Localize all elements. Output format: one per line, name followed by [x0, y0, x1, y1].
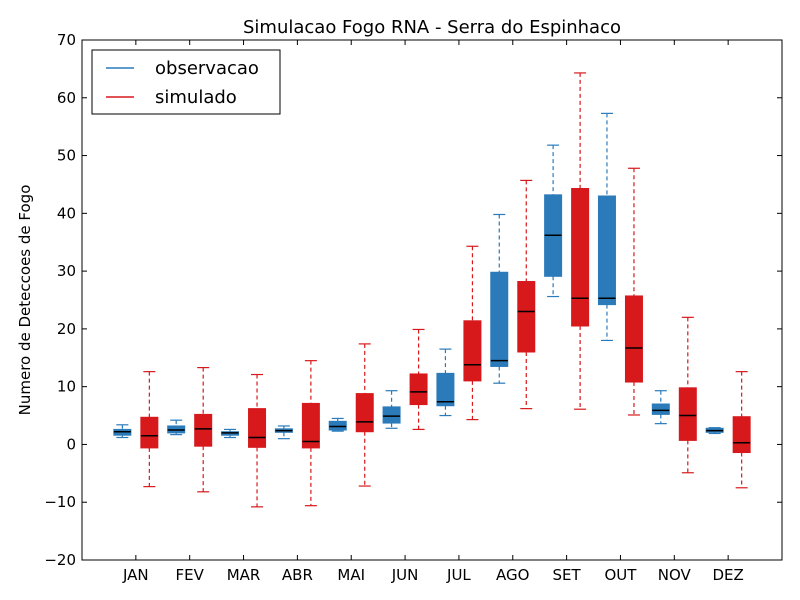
legend: observacao simulado [91, 49, 281, 115]
plot-frame [81, 39, 783, 561]
box-simulado-ago [517, 179, 536, 410]
x-tick-label: MAI [337, 566, 365, 584]
box-body [194, 413, 213, 447]
y-tick-label: −10 [44, 493, 76, 511]
x-tick-label: OUT [604, 566, 637, 584]
box-simulado-jun [409, 328, 428, 431]
box-observacao-nov [651, 390, 670, 425]
box-simulado-abr [301, 360, 320, 507]
box-body [382, 406, 401, 424]
box-simulado-mai [355, 343, 374, 487]
x-tick-label: DEZ [712, 566, 743, 584]
box-simulado-mar [248, 373, 267, 508]
y-tick-label: 50 [57, 147, 76, 165]
box-observacao-out [597, 112, 616, 342]
x-tick-label: JUN [391, 566, 419, 584]
y-tick-label: 40 [57, 204, 76, 222]
y-tick-label: −20 [44, 551, 76, 569]
chart-title: Simulacao Fogo RNA - Serra do Espinhaco [243, 17, 621, 38]
y-tick-label: 20 [57, 320, 76, 338]
x-tick-label: JUL [446, 566, 471, 584]
x-tick-label: FEV [176, 566, 205, 584]
box-body [248, 408, 267, 448]
box-observacao-set [544, 144, 563, 298]
x-tick-label: SET [553, 566, 582, 584]
x-tick-label: JAN [122, 566, 149, 584]
box-body [624, 295, 643, 383]
y-tick-label: 60 [57, 89, 76, 107]
x-tick-label: NOV [658, 566, 692, 584]
box-body [732, 416, 751, 454]
box-body [651, 403, 670, 415]
plot-area [82, 39, 782, 561]
box-body [678, 387, 697, 441]
y-tick-label: 30 [57, 262, 76, 280]
box-observacao-mai [328, 417, 347, 432]
y-axis-label: Numero de Deteccoes de Fogo [16, 185, 34, 416]
box-body [436, 372, 455, 407]
box-simulado-out [624, 167, 643, 416]
box-body [597, 195, 616, 306]
box-observacao-abr [274, 425, 293, 440]
legend-label-observacao: observacao [155, 58, 259, 79]
y-tick-label: 0 [66, 435, 76, 453]
box-body [517, 281, 536, 353]
box-observacao-jan [113, 424, 132, 439]
box-simulado-set [571, 72, 590, 410]
x-tick-label: AGO [496, 566, 529, 584]
x-tick-label: ABR [282, 566, 313, 584]
box-body [140, 416, 159, 449]
box-observacao-dez [705, 427, 724, 435]
box-simulado-nov [678, 316, 697, 474]
box-simulado-jan [140, 371, 159, 488]
y-tick-label: 10 [57, 378, 76, 396]
box-simulado-dez [732, 371, 751, 489]
box-body [490, 271, 509, 367]
box-body [328, 420, 347, 431]
box-body [301, 402, 320, 449]
y-tick-label: 70 [57, 31, 76, 49]
box-body [409, 373, 428, 406]
legend-box [91, 49, 281, 115]
box-simulado-fev [194, 367, 213, 493]
box-observacao-jul [436, 348, 455, 417]
box-simulado-jul [463, 245, 482, 421]
box-observacao-jun [382, 390, 401, 429]
box-observacao-mar [221, 428, 240, 439]
legend-label-simulado: simulado [155, 87, 237, 108]
box-body [355, 393, 374, 433]
x-tick-label: MAR [227, 566, 261, 584]
box-body [463, 320, 482, 382]
box-body [571, 187, 590, 327]
box-observacao-fev [167, 419, 186, 436]
box-observacao-ago [490, 213, 509, 384]
